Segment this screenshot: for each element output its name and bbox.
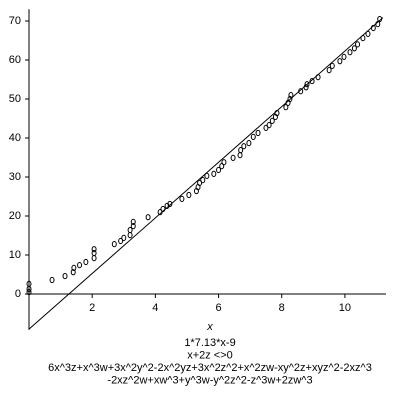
point: [250, 133, 256, 140]
annotation: x+2z <>0: [187, 349, 233, 361]
point: [246, 139, 252, 147]
point: [200, 177, 206, 184]
y-tick-label: 10: [9, 249, 21, 261]
point: [355, 41, 361, 48]
point: [329, 62, 335, 69]
y-tick-label: 50: [9, 93, 21, 105]
point: [337, 58, 343, 65]
point: [204, 172, 210, 179]
point: [347, 49, 353, 56]
point: [241, 143, 247, 150]
point: [341, 53, 347, 60]
point: [49, 276, 55, 284]
point: [326, 67, 332, 74]
point: [70, 269, 76, 276]
point: [71, 264, 77, 271]
y-tick-label: 0: [15, 288, 21, 300]
annotation: 6x^3z+x^3w+3x^2y^2-2x^2yz+3x^2z^2+x^2zw-…: [48, 362, 372, 374]
point: [111, 240, 117, 248]
y-tick-label: 60: [9, 54, 21, 66]
point: [255, 129, 261, 137]
x-tick-label: 10: [339, 302, 351, 314]
y-tick-label: 30: [9, 171, 21, 183]
point: [237, 152, 243, 159]
point: [238, 146, 244, 154]
point: [186, 191, 192, 199]
point: [62, 272, 68, 280]
point: [91, 249, 97, 257]
point: [288, 92, 294, 99]
point: [91, 246, 97, 253]
x-tick-label: 6: [215, 302, 221, 314]
point: [91, 255, 97, 262]
point: [211, 170, 217, 177]
point: [230, 154, 236, 161]
y-tick-label: 70: [9, 15, 21, 27]
fit-line: [28, 17, 384, 330]
point: [221, 159, 227, 166]
annotation: -2xz^2w+xw^3+y^3w-y^2z^2-z^3w+2zw^3: [107, 374, 312, 386]
point: [26, 288, 32, 296]
annotation: 1*7.13*x-9: [184, 337, 235, 349]
point: [121, 234, 127, 241]
point: [127, 232, 133, 239]
point: [304, 81, 310, 88]
point: [127, 226, 133, 234]
point: [130, 223, 136, 230]
point: [83, 258, 89, 266]
y-tick-label: 20: [9, 210, 21, 222]
point: [77, 262, 83, 269]
point: [351, 45, 357, 52]
point: [179, 195, 185, 202]
x-tick-label: 2: [89, 302, 95, 314]
point: [216, 166, 222, 174]
point: [269, 117, 275, 124]
x-axis-label: x: [206, 321, 213, 333]
point: [130, 218, 136, 225]
x-tick-label: 4: [152, 302, 158, 314]
point: [26, 285, 32, 293]
point: [118, 237, 124, 245]
point: [145, 214, 151, 221]
point: [266, 122, 272, 129]
point: [287, 95, 293, 103]
x-tick-label: 8: [279, 302, 285, 314]
y-tick-label: 40: [9, 132, 21, 144]
